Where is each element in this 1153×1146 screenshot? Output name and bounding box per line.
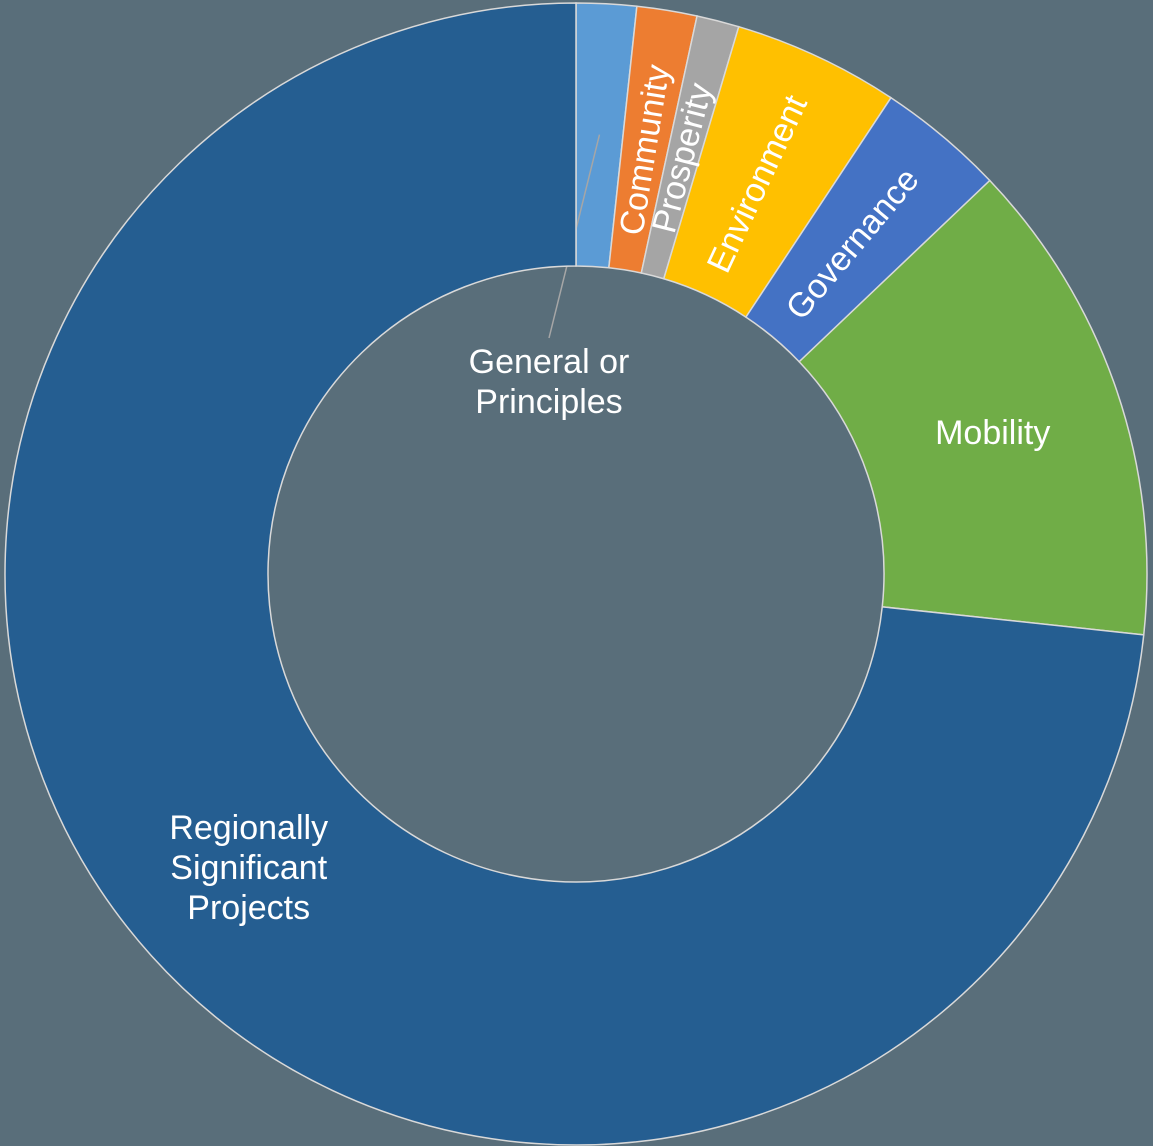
slice-label: Mobility	[935, 413, 1051, 452]
donut-slice	[798, 179, 1148, 636]
slice-label: General or Principles	[468, 343, 630, 421]
donut-slice	[4, 2, 1145, 1146]
slice-label: Regionally Significant Projects	[169, 809, 329, 928]
